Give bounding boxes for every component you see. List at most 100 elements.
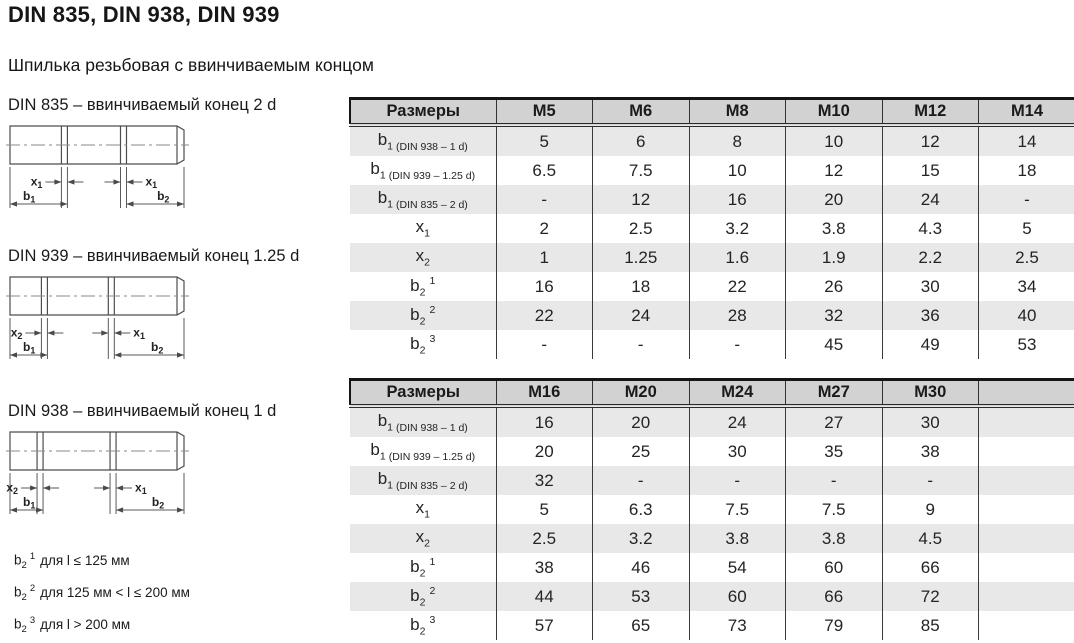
row-label-cell: b1 (DIN 938 – 1 d) [350,125,496,156]
label-superscript: 1 [429,555,436,568]
value-cell: 7.5 [785,495,882,524]
row-label: b1 (DIN 835 – 2 d) [378,469,468,491]
table-row: b1 (DIN 939 – 1.25 d) 6.5 7.5 10 12 15 18 [350,156,1074,185]
value-cell: 6 [592,125,689,156]
value-cell: 30 [688,437,786,466]
value-cell: 18 [592,272,689,301]
label-subscript: 1 [387,198,393,211]
footnote-symbol: b [14,584,22,600]
col-header-M6: M6 [592,97,689,127]
row-label-cell: b23 [350,330,496,359]
row-label: b1 (DIN 835 – 2 d) [378,188,468,210]
value-cell: 7.5 [592,156,689,185]
dimension-label: b1 [23,340,35,356]
dimension-label: x2 [11,326,23,342]
label-symbol: b [410,585,420,605]
col-header-M16: M16 [495,378,593,408]
table-row: b1 (DIN 835 – 2 d) 32- - - - [350,466,1074,495]
value-cell: 5 [978,214,1074,243]
col-header-M8: M8 [688,97,786,127]
value-cell: 1.9 [785,243,882,272]
label-note: (DIN 938 – 1 d) [396,421,468,434]
value-cell: - [978,185,1074,214]
value-cell: 45 [785,330,882,359]
stud-drawing-svg: x2 x1 b1 b2 [6,431,189,514]
label-superscript: 3 [429,332,436,345]
value-cell: 44 [495,582,593,611]
value-cell: 1 [495,243,593,272]
row-label: b23 [410,332,436,356]
drawing-caption: DIN 938 – ввинчиваемый конец 1 d [8,402,277,420]
label-symbol: x [415,498,425,518]
label-subscript: 1 [379,169,386,182]
col-header-empty [978,378,1074,408]
value-cell: - [495,185,593,214]
value-cell: 6.3 [592,495,689,524]
value-cell: 2.5 [495,524,593,553]
row-label-cell: b1 (DIN 835 – 2 d) [350,466,496,495]
row-label: x2 [416,246,430,268]
table-row: x2 2.5 3.2 3.8 3.8 4.5 [350,524,1074,553]
label-note: (DIN 939 – 1.25 d) [388,169,476,182]
row-label-cell: b1 (DIN 835 – 2 d) [350,185,496,214]
label-symbol: x [415,217,425,237]
table-header-row: Размеры M16 M20 M24 M27 M30 [349,378,1074,408]
col-header-M24: M24 [688,378,786,408]
value-cell: - [592,466,689,495]
row-label-cell: x2 [350,524,496,553]
table-row: b1 (DIN 939 – 1.25 d) 20 25 30 35 38 [350,437,1074,466]
value-cell: 14 [978,125,1074,156]
value-cell: 66 [881,553,979,582]
stud-drawing-figure: DIN 938 – ввинчиваемый конец 1 d x2 x1 b1 b… [6,402,340,521]
row-label-cell: b1 (DIN 939 – 1.25 d) [350,156,496,185]
value-cell: 60 [785,553,882,582]
label-subscript: 2 [419,286,426,299]
label-superscript: 2 [429,584,436,597]
row-label: b21 [410,555,436,579]
value-cell: 20 [785,185,882,214]
value-cell: 2.5 [978,243,1074,272]
table-row: b21 38 46 54 60 66 [350,553,1074,582]
row-label: x1 [415,498,430,520]
table-row: x1 5 6.3 7.5 7.5 9 [350,495,1074,524]
value-cell [978,406,1074,437]
value-cell: 20 [495,437,593,466]
value-cell [978,553,1074,582]
footnote-symbol: b [14,552,22,568]
value-cell: 24 [592,301,689,330]
table-header-row: Размеры M5 M6 M8 M10 M12 M14 [349,97,1074,127]
label-subscript: 1 [379,450,386,463]
dimension-label: b2 [151,340,163,356]
dimension-label: x1 [145,175,157,191]
value-cell: 18 [978,156,1074,185]
value-cell: 24 [881,185,979,214]
footnote-text: для l > 200 мм [40,616,131,632]
value-cell: - [495,330,593,359]
col-header-sizes: Размеры [349,97,496,127]
table-row: b1 (DIN 835 – 2 d) -12 16 20 24- [350,185,1074,214]
value-cell: 20 [592,406,689,437]
value-cell: 15 [881,156,979,185]
value-cell: 53 [978,330,1074,359]
label-symbol: x [415,527,425,547]
value-cell: 3.2 [592,524,689,553]
table-row: x2 1 1.25 1.6 1.9 2.2 2.5 [350,243,1074,272]
value-cell: 66 [785,582,882,611]
value-cell: 72 [881,582,979,611]
table-row: b1 (DIN 938 – 1 d) 5 6 8 10 12 14 [350,125,1074,156]
label-subscript: 2 [419,315,426,328]
row-label-cell: b21 [350,272,496,301]
value-cell: 22 [495,301,593,330]
value-cell [978,582,1074,611]
label-symbol: b [410,333,420,353]
value-cell [978,466,1074,495]
technical-drawing: x2 x1 b1 b2 [6,425,340,521]
value-cell: 32 [785,301,882,330]
label-subscript: 2 [424,256,430,269]
table-row: b23 57 65 73 79 85 [350,611,1074,640]
drawing-caption: DIN 939 – ввинчиваемый конец 1.25 d [8,247,300,265]
row-label-cell: x1 [350,495,496,524]
label-symbol: b [410,304,420,324]
footnote-subscript: 2 [21,624,27,636]
dimension-label: x1 [31,175,43,191]
